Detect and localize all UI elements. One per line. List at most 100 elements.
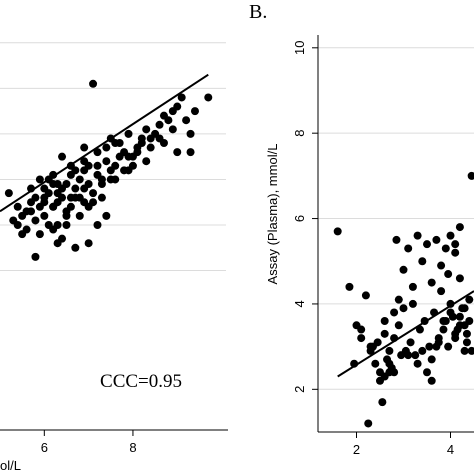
panel-b-point xyxy=(399,265,408,274)
panel-a-point xyxy=(27,198,36,207)
panel-b-point xyxy=(361,291,370,300)
panel-a-point xyxy=(106,166,115,175)
panel-b-point xyxy=(408,299,417,308)
panel-a-point xyxy=(40,184,49,193)
panel-b-point xyxy=(434,338,443,347)
panel-b-point xyxy=(451,329,460,338)
panel-a-point xyxy=(80,184,89,193)
panel-a-point xyxy=(40,198,49,207)
panel-a-point xyxy=(93,148,102,157)
panel-b-point xyxy=(394,321,403,330)
panel-a-point xyxy=(93,170,102,179)
panel-b-grid xyxy=(318,47,474,390)
panel-b-point xyxy=(378,398,387,407)
panel-a-point xyxy=(40,211,49,220)
panel-b-point xyxy=(406,338,415,347)
panel-b-y-tick-label: 10 xyxy=(292,41,307,55)
panel-b-y-tick-label: 4 xyxy=(292,300,307,307)
panel-b-point xyxy=(451,248,460,257)
panel-b-point xyxy=(392,235,401,244)
panel-b-y-tick-label: 8 xyxy=(292,130,307,137)
panel-b-point xyxy=(455,321,464,330)
panel-b-point xyxy=(357,334,366,343)
panel-a-point xyxy=(155,120,164,129)
panel-a-x-tick-label: 8 xyxy=(129,440,136,455)
panel-b-point xyxy=(418,346,427,355)
panel-b-point xyxy=(408,282,417,291)
panel-a-point xyxy=(142,125,151,134)
panel-a-point xyxy=(66,202,75,211)
panel-a-point xyxy=(35,230,44,239)
panel-a-point xyxy=(27,207,36,216)
panel-b-point xyxy=(467,346,474,355)
panel-b-point xyxy=(465,295,474,304)
panel-b-point xyxy=(441,244,450,253)
panel-b-point xyxy=(385,346,394,355)
panel-a-point xyxy=(89,189,98,198)
panel-a-point xyxy=(84,202,93,211)
panel-a-point xyxy=(71,166,80,175)
panel-a-point xyxy=(97,180,106,188)
panel-a-point xyxy=(137,139,146,147)
panel-a-point xyxy=(62,211,71,220)
panel-a-point xyxy=(4,189,13,198)
panel-b-point xyxy=(333,227,342,236)
panel-b-point xyxy=(462,338,471,347)
panel-b-point xyxy=(467,171,474,180)
panel-b-points xyxy=(333,171,474,428)
panel-b-y-label: Assay (Plasma), mmol/L xyxy=(265,144,280,285)
panel-a-point xyxy=(71,184,80,193)
panel-a-point xyxy=(159,139,168,147)
panel-b-point xyxy=(425,342,434,351)
panel-b-point xyxy=(441,317,450,326)
panel-a-x-tick-label: 6 xyxy=(41,440,48,455)
panel-a-point xyxy=(102,157,111,166)
panel-a-point xyxy=(186,129,195,138)
panel-a-point xyxy=(80,143,89,152)
panel-b-point xyxy=(455,223,464,232)
panel-a-point xyxy=(133,148,142,157)
panel-a-point xyxy=(182,116,191,125)
panel-a-point xyxy=(84,161,93,170)
panel-a-point xyxy=(115,152,124,161)
panel-a-point xyxy=(177,93,186,102)
panel-b-label: B. xyxy=(249,1,267,23)
panel-b-point xyxy=(373,338,382,347)
panel-b-point xyxy=(455,274,464,283)
panel-b-point xyxy=(444,342,453,351)
panel-a-point xyxy=(173,148,182,157)
panel-b-point xyxy=(432,235,441,244)
panel-b-point xyxy=(413,231,422,240)
panel-a-point xyxy=(190,107,199,116)
panel-a-point xyxy=(31,216,40,225)
panel-a-annotation: CCC=0.95 xyxy=(100,371,182,392)
panel-b-point xyxy=(404,351,413,360)
panel-a-point xyxy=(75,211,84,220)
panel-b-point xyxy=(427,376,436,385)
panel-b-point xyxy=(427,278,436,287)
panel-b-y-ticks: 2 4 6 8 10 xyxy=(292,41,318,393)
panel-b-point xyxy=(364,419,373,428)
panel-a-point xyxy=(146,143,155,152)
panel-a-point xyxy=(84,239,93,248)
panel-a-point xyxy=(53,239,62,248)
panel-a-point xyxy=(102,211,111,220)
panel-b-point xyxy=(390,308,399,317)
panel-a-point xyxy=(93,161,102,170)
panel-b-point xyxy=(460,304,469,313)
panel-b-point xyxy=(427,355,436,364)
panel-a-point xyxy=(18,211,27,220)
panel-b-point xyxy=(439,325,448,334)
panel-b-y-tick-label: 6 xyxy=(292,215,307,222)
panel-b-point xyxy=(357,325,366,334)
panel-b-x-tick-label: 2 xyxy=(353,442,360,457)
panel-a-point xyxy=(71,243,80,252)
panel-a-point xyxy=(204,93,213,102)
panel-b-point xyxy=(446,231,455,240)
panel-b-point xyxy=(455,312,464,321)
panel-b-point xyxy=(411,351,420,360)
